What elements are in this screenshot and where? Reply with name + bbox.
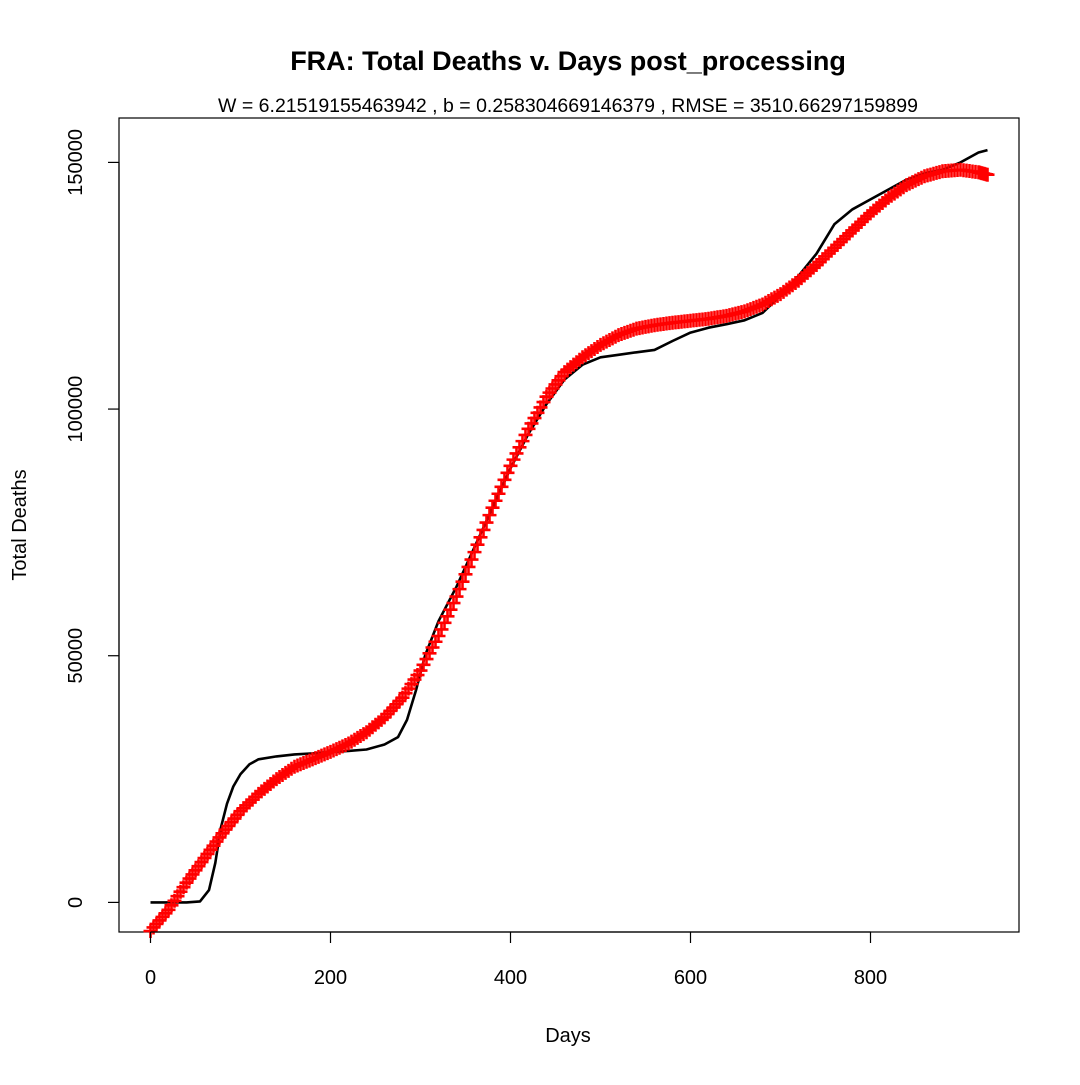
fitted-point-marker xyxy=(512,440,527,455)
fitted-point-marker xyxy=(506,452,521,467)
fitted-point-marker xyxy=(443,602,458,617)
fitted-point-marker xyxy=(434,622,449,637)
fitted-point-marker xyxy=(446,596,461,611)
fitted-point-marker xyxy=(377,710,392,725)
fitted-point-marker xyxy=(476,522,491,537)
chart-title: FRA: Total Deaths v. Days post_processin… xyxy=(290,46,846,76)
fitted-point-marker xyxy=(458,567,473,582)
y-tick-label: 0 xyxy=(65,897,87,908)
fitted-point-marker xyxy=(392,693,407,708)
fitted-point-marker xyxy=(482,508,497,523)
x-tick-label: 0 xyxy=(145,967,156,989)
fitted-point-marker xyxy=(491,486,506,501)
y-tick-label: 100000 xyxy=(65,376,87,443)
fitted-point-marker xyxy=(335,739,350,754)
fitted-point-marker xyxy=(608,329,623,344)
fitted-point-marker xyxy=(470,537,485,552)
fitted-point-marker xyxy=(593,337,608,352)
y-tick-label: 150000 xyxy=(65,129,87,196)
fitted-point-marker xyxy=(908,173,923,188)
fitted-point-marker xyxy=(386,700,401,715)
fitted-point-marker xyxy=(383,703,398,718)
y-tick-label: 50000 xyxy=(65,628,87,684)
fitted-point-marker xyxy=(980,167,995,182)
y-axis-label: Total Deaths xyxy=(9,469,31,580)
x-tick-label: 400 xyxy=(494,967,527,989)
fitted-point-marker xyxy=(332,740,347,755)
x-tick-label: 800 xyxy=(854,967,887,989)
y-axis: 0 50000 100000 150000 xyxy=(65,129,120,908)
fitted-point-marker xyxy=(494,479,509,494)
fitted-point-marker xyxy=(467,545,482,560)
fitted-point-marker xyxy=(485,500,500,515)
fitted-point-marker xyxy=(911,172,926,187)
x-axis-label: Days xyxy=(545,1025,591,1047)
fitted-point-marker xyxy=(488,493,503,508)
fitted-point-marker xyxy=(284,761,299,776)
x-axis: 0 200 400 600 800 xyxy=(145,931,887,989)
x-tick-label: 200 xyxy=(314,967,347,989)
fitted-point-marker xyxy=(599,334,614,349)
fitted-point-marker xyxy=(905,175,920,190)
fitted-point-marker xyxy=(500,465,515,480)
fitted-point-marker xyxy=(461,559,476,574)
fitted-point-marker xyxy=(338,737,353,752)
fitted-point-marker xyxy=(389,697,404,712)
fitted-point-marker xyxy=(605,331,620,346)
fitted-point-marker xyxy=(440,609,455,624)
fitted-point-marker xyxy=(509,446,524,461)
fitted-point-marker xyxy=(326,743,341,758)
fitted-point-marker xyxy=(479,515,494,530)
fitted-point-marker xyxy=(323,744,338,759)
fitted-point-marker xyxy=(518,427,533,442)
fitted-point-marker xyxy=(452,582,467,597)
fitted-point-marker xyxy=(515,434,530,449)
fitted-point-marker xyxy=(602,333,617,347)
fitted-point-marker xyxy=(596,336,611,351)
fitted-point-marker xyxy=(473,530,488,545)
chart-subtitle: W = 6.21519155463942 , b = 0.25830466914… xyxy=(218,95,918,117)
fitted-point-marker xyxy=(914,170,929,185)
fitted-point-marker xyxy=(899,178,914,193)
fitted-point-marker xyxy=(437,615,452,630)
fitted-point-marker xyxy=(455,574,470,589)
x-tick-label: 600 xyxy=(674,967,707,989)
fitted-point-marker xyxy=(464,552,479,567)
fitted-series xyxy=(143,162,995,939)
fitted-point-marker xyxy=(497,472,512,487)
fitted-point-marker xyxy=(902,176,917,191)
fitted-point-marker xyxy=(449,589,464,604)
fitted-point-marker xyxy=(329,742,344,757)
fitted-point-marker xyxy=(380,707,395,722)
fitted-point-marker xyxy=(503,458,518,473)
fitted-point-marker xyxy=(431,629,446,643)
series-layer xyxy=(143,148,995,939)
